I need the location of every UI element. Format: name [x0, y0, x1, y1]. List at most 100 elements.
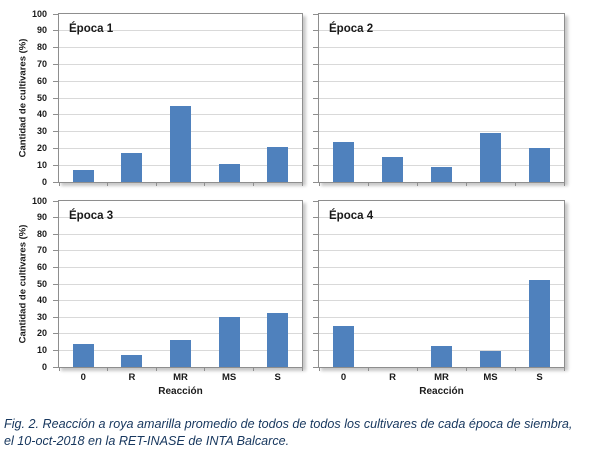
x-axis-tick [367, 182, 369, 186]
y-tick-label: 100 [31, 195, 47, 206]
gridline [59, 266, 302, 268]
y-axis-tick [53, 217, 59, 219]
y-axis-tick [313, 181, 319, 183]
y-tick-label: 50 [36, 92, 47, 103]
gridline [59, 233, 302, 235]
bar-MS [218, 317, 240, 367]
y-axis-tick [313, 316, 319, 318]
x-axis-tick [155, 367, 157, 371]
x-axis-tick [107, 182, 109, 186]
bar-MR [431, 166, 452, 182]
x-axis-tick [58, 182, 60, 186]
y-axis-tick [313, 147, 319, 149]
x-axis-tick [318, 367, 320, 371]
y-axis-tick [53, 349, 59, 351]
y-axis-tick [53, 316, 59, 318]
gridline [319, 316, 564, 318]
y-axis-tick [313, 30, 319, 32]
bar-MR [170, 340, 191, 367]
gridline [319, 47, 564, 49]
y-tick-label: 70 [36, 245, 47, 256]
gridline [59, 300, 302, 302]
y-tick-label: 30 [36, 126, 47, 137]
y-axis-tick [53, 114, 59, 116]
gridline [319, 333, 564, 335]
x-axis-tick [563, 367, 565, 371]
y-tick-label: 60 [36, 261, 47, 272]
y-tick-label: 20 [36, 142, 47, 153]
x-tick-label: 0 [340, 372, 347, 383]
x-tick-label: MR [173, 372, 188, 383]
x-axis-tick [252, 182, 254, 186]
x-axis-tick [252, 367, 254, 371]
bar-S [529, 279, 550, 367]
y-axis-tick [313, 266, 319, 268]
y-axis-tick [53, 147, 59, 149]
y-tick-label: 80 [36, 42, 47, 53]
y-tick-label: 80 [36, 228, 47, 239]
bar-MS [480, 351, 501, 367]
chart-epoca-2: Época 2 [313, 13, 565, 186]
x-axis-tick [563, 182, 565, 186]
gridline [59, 283, 302, 285]
y-axis-tick [53, 283, 59, 285]
x-axis-tick [204, 367, 206, 371]
y-axis-tick [53, 333, 59, 335]
y-axis-tick [53, 366, 59, 368]
chart-title: Época 1 [69, 23, 114, 35]
y-axis-tick [313, 250, 319, 252]
y-axis-tick [313, 366, 319, 368]
y-axis-tick [53, 80, 59, 82]
x-axis-tick [367, 367, 369, 371]
gridline [319, 217, 564, 219]
bar-0 [72, 170, 94, 182]
x-axis-tick [416, 367, 418, 371]
y-axis-tick [313, 114, 319, 116]
chart-title: Época 3 [69, 210, 114, 222]
bar-MS [218, 164, 240, 182]
y-axis-tick [313, 333, 319, 335]
y-axis-tick [313, 80, 319, 82]
x-axis-tick [318, 182, 320, 186]
caption-line-2: el 10-oct-2018 en la RET-INASE de INTA B… [4, 434, 290, 448]
x-axis-tick [58, 367, 60, 371]
y-tick-label: 60 [36, 75, 47, 86]
bar-MS [480, 133, 501, 182]
x-axis-tick [465, 367, 467, 371]
y-axis-tick [53, 47, 59, 49]
gridline [319, 300, 564, 302]
gridline [59, 333, 302, 335]
x-axis-tick [514, 367, 516, 371]
x-axis-tick [514, 182, 516, 186]
y-axis-title: Cantidad de cultivares (%) [17, 224, 29, 344]
y-tick-label: 40 [36, 109, 47, 120]
chart-epoca-1: 0 10 20 30 40 50 60 70 80 90 100 Cantidad de cultiv… [18, 9, 303, 187]
y-axis-tick [313, 233, 319, 235]
bar-0 [333, 141, 354, 182]
x-tick-label: S [274, 372, 281, 383]
gridline [59, 97, 302, 99]
bar-S [529, 148, 550, 182]
y-axis-tick [313, 283, 319, 285]
y-tick-label: 0 [41, 361, 47, 372]
chart-epoca-3: 0 10 20 30 40 50 60 70 80 90 100 0 R MR MS S Reacción Can… [18, 196, 303, 397]
caption-line-1: Fig. 2. Reacción a roya amarilla promedi… [4, 417, 573, 431]
y-axis-tick [53, 164, 59, 166]
y-axis-title: Cantidad de cultivares (%) [17, 38, 29, 158]
y-axis-tick [313, 131, 319, 133]
gridline [319, 80, 564, 82]
y-axis-tick [313, 349, 319, 351]
bar-S [267, 313, 289, 367]
gridline [59, 80, 302, 82]
chart-title: Época 4 [329, 210, 374, 222]
gridline [319, 147, 564, 149]
y-tick-label: 90 [36, 25, 47, 36]
x-tick-label: MS [221, 372, 237, 383]
y-tick-label: 10 [36, 344, 47, 355]
gridline [319, 164, 564, 166]
x-axis-tick [204, 182, 206, 186]
bar-MR [431, 346, 452, 367]
bar-0 [72, 343, 94, 367]
y-axis-tick [53, 266, 59, 268]
